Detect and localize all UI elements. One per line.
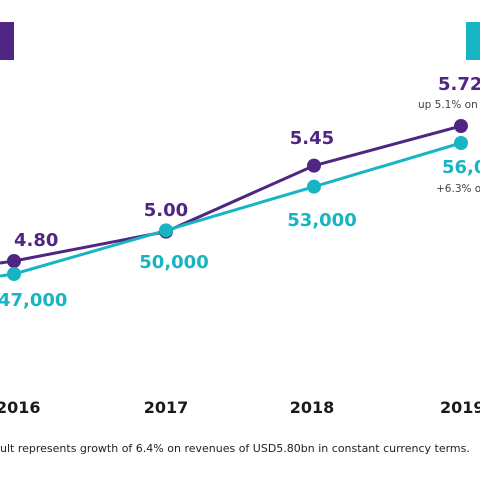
data-points xyxy=(7,119,468,281)
x-tick-label: 2017 xyxy=(144,398,189,417)
purple-annotation: up 5.1% on xyxy=(418,99,478,111)
x-tick-label: 2018 xyxy=(290,398,335,417)
series-line-1 xyxy=(0,124,462,265)
data-point xyxy=(159,223,173,238)
data-label: 47,000 xyxy=(0,290,67,311)
data-point xyxy=(7,254,21,268)
data-point xyxy=(454,136,468,150)
x-axis-ticks: 2016 2017 2018 2019 xyxy=(0,398,480,417)
x-tick-label: 2016 xyxy=(0,398,41,417)
data-label: 56,0 xyxy=(442,157,480,178)
series-line-2 xyxy=(0,141,462,278)
data-label: 50,000 xyxy=(139,252,208,273)
footnote: ult represents growth of 6.4% on revenue… xyxy=(0,442,470,455)
purple-legend-swatch xyxy=(0,22,14,60)
data-point xyxy=(307,179,321,194)
data-label: 5.00 xyxy=(144,200,188,221)
series-lines xyxy=(0,124,462,278)
data-point xyxy=(7,267,21,281)
teal-annotation: +6.3% o xyxy=(436,183,480,195)
data-label: 53,000 xyxy=(287,210,356,231)
data-point xyxy=(307,158,321,173)
x-tick-label: 2019 xyxy=(440,398,480,417)
data-label: 4.80 xyxy=(14,230,58,251)
data-label: 5.72* xyxy=(438,74,480,95)
data-labels: 4.80 5.00 5.45 5.72* 47,000 50,000 53,000 56,0 xyxy=(0,74,480,311)
teal-legend-swatch xyxy=(466,22,480,60)
data-point xyxy=(454,119,468,133)
data-label: 5.45 xyxy=(290,128,334,149)
